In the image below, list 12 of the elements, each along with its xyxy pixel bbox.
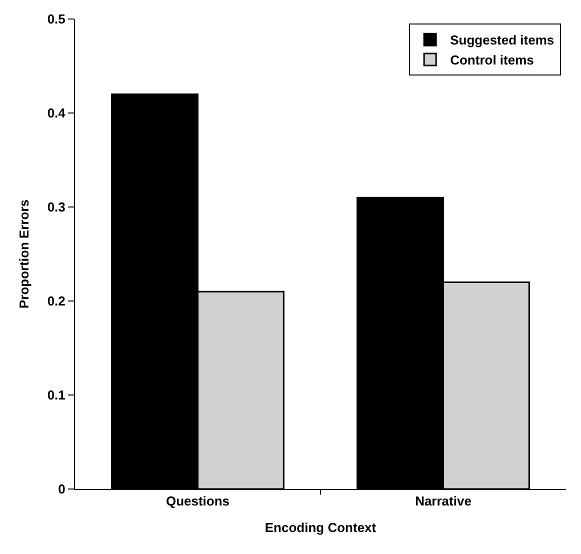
x-tick-label: Narrative — [415, 494, 472, 509]
x-axis-title: Encoding Context — [264, 520, 377, 536]
y-tick-label: 0.3 — [47, 200, 66, 215]
legend-label: Suggested items — [450, 32, 554, 48]
y-tick-label: 0 — [58, 482, 66, 497]
legend-label: Control items — [450, 52, 534, 68]
y-tick-label: 0.2 — [47, 294, 66, 309]
y-tick-label: 0.5 — [47, 12, 66, 27]
x-tick-label: Questions — [166, 494, 230, 509]
y-tick-label: 0.1 — [47, 388, 66, 403]
y-axis-title: Proportion Errors — [16, 199, 32, 309]
y-tick-label: 0.4 — [47, 106, 66, 121]
